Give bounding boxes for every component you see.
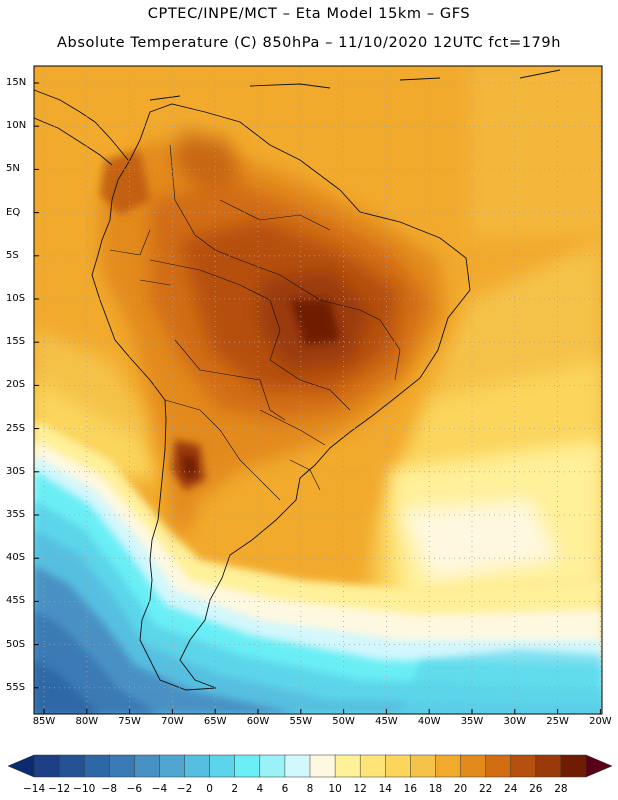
central-america-coast	[33, 89, 129, 166]
colorbar-label: 0	[206, 783, 213, 795]
temperature-field	[34, 66, 602, 714]
lon-label: 40W	[417, 716, 441, 727]
colorbar-label: −14	[23, 783, 46, 795]
lat-label: 25S	[6, 422, 26, 434]
colorbar-swatch	[410, 754, 437, 778]
lat-label: 55S	[6, 681, 26, 693]
lon-label: 35W	[460, 716, 484, 727]
map-frame	[33, 65, 603, 715]
colorbar-label: −4	[151, 783, 168, 795]
colorbar	[7, 754, 613, 778]
lat-label: 50S	[6, 638, 26, 650]
colorbar-label: 8	[306, 783, 314, 795]
colorbar-swatch	[334, 754, 361, 778]
colorbar-label: −2	[176, 783, 193, 795]
colorbar-label: 20	[453, 783, 468, 795]
lat-label: 20S	[6, 379, 26, 391]
colorbar-over-arrow	[585, 754, 613, 778]
colorbar-label: −12	[48, 783, 71, 795]
lat-label: 35S	[6, 509, 26, 520]
colorbar-swatch	[385, 754, 411, 778]
lat-label: 45S	[6, 595, 26, 607]
colorbar-label: 14	[378, 783, 392, 795]
colorbar-swatch	[284, 754, 311, 778]
axis-ticks	[34, 82, 601, 714]
lon-label: 30W	[503, 716, 527, 727]
colorbar-label: 2	[231, 783, 239, 795]
south-america-coast	[91, 103, 471, 691]
lat-label: 40S	[6, 552, 26, 564]
colorbar-swatch	[209, 754, 236, 778]
colorbar-swatch	[234, 754, 261, 778]
lon-label: 70W	[161, 716, 184, 727]
colorbar-label: 10	[328, 783, 342, 795]
colorbar-label: −8	[101, 783, 117, 795]
lat-label: 15N	[6, 77, 27, 88]
colorbar-label: 24	[504, 783, 518, 795]
colorbar-swatch	[134, 754, 161, 778]
colorbar-label: 12	[353, 783, 367, 795]
lat-lon-grid	[34, 66, 602, 714]
coastlines	[33, 69, 561, 691]
colorbar-swatch	[184, 754, 211, 778]
lon-label: 25W	[546, 716, 569, 727]
lat-label: 10S	[6, 293, 26, 304]
lon-label: 80W	[75, 716, 99, 727]
lat-label: 5N	[6, 163, 20, 175]
colorbar-label: −10	[73, 783, 96, 795]
colorbar-swatch	[435, 754, 462, 778]
lon-label: 75W	[118, 716, 141, 727]
colorbar-swatch	[485, 754, 512, 778]
colorbar-label: 22	[478, 783, 493, 795]
colorbar-swatch	[259, 754, 286, 778]
lat-label: 10N	[6, 120, 27, 132]
colorbar-swatch	[33, 754, 60, 778]
colorbar-swatch	[58, 754, 85, 778]
colorbar-label: −6	[126, 783, 143, 795]
colorbar-swatch	[83, 754, 110, 778]
lon-label: 60W	[246, 716, 270, 727]
colorbar-label: 18	[428, 783, 443, 795]
lon-label: 50W	[332, 716, 355, 727]
colorbar-swatch	[159, 754, 186, 778]
colorbar-swatch	[109, 754, 135, 778]
country-borders	[109, 144, 401, 501]
lon-label: 85W	[32, 716, 56, 727]
lat-label: 30S	[6, 465, 26, 477]
colorbar-swatch	[309, 754, 336, 778]
lon-label: 65W	[203, 716, 227, 727]
colorbar-swatch	[510, 754, 537, 778]
colorbar-swatch	[535, 754, 562, 778]
colorbar-swatch	[359, 754, 386, 778]
lon-label: 55W	[289, 716, 313, 727]
lon-label: 45W	[375, 716, 398, 727]
colorbar-label: 6	[281, 783, 289, 795]
colorbar-label: 16	[403, 783, 418, 795]
colorbar-label: 26	[529, 783, 543, 795]
colorbar-under-arrow	[7, 754, 35, 778]
title-line-1: CPTEC/INPE/MCT – Eta Model 15km – GFS	[147, 6, 471, 22]
colorbar-label: 28	[554, 783, 568, 795]
lat-label: 15S	[6, 336, 26, 348]
title-line-2: Absolute Temperature (C) 850hPa – 11/10/…	[57, 35, 561, 51]
colorbar-swatch	[560, 754, 587, 778]
lon-label: 20W	[589, 716, 612, 727]
lat-label: EQ	[6, 206, 21, 218]
colorbar-swatch	[460, 754, 487, 778]
colorbar-label: 4	[256, 783, 264, 795]
caribbean-islands	[149, 69, 561, 101]
lat-label: 5S	[6, 249, 19, 261]
